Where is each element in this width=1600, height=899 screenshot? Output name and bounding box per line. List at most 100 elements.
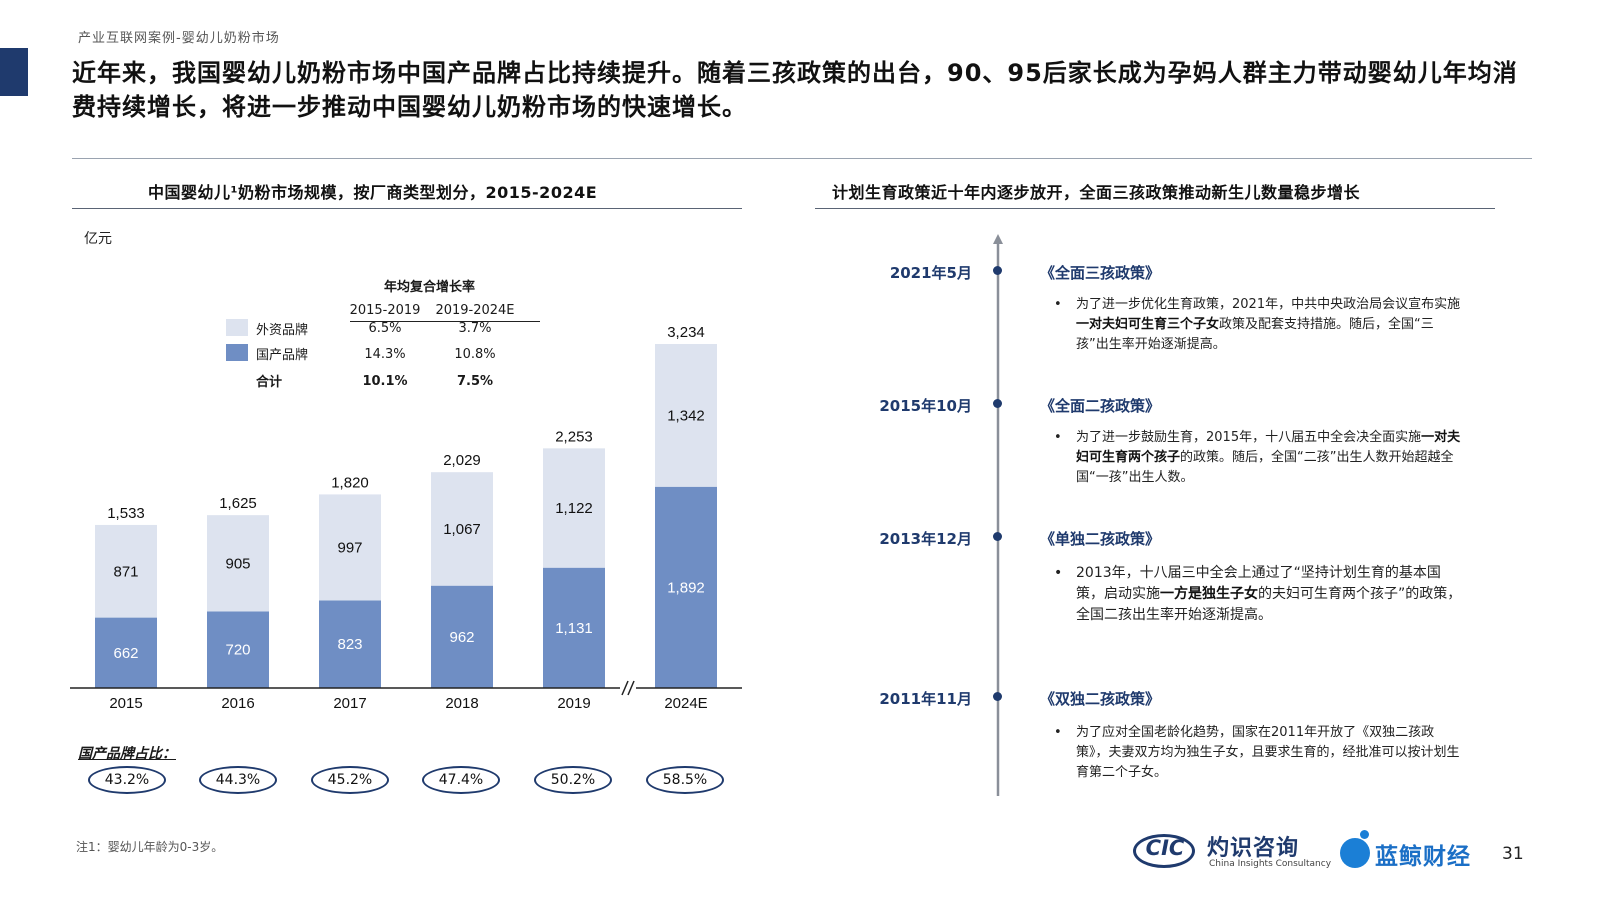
bar-total-label: 3,234 bbox=[667, 324, 705, 341]
bar-label-foreign: 1,067 bbox=[443, 521, 481, 538]
bar-total-label: 2,253 bbox=[555, 428, 593, 445]
bar-domestic bbox=[431, 585, 493, 688]
page-headline: 近年来，我国婴幼儿奶粉市场中国产品牌占比持续提升。随着三孩政策的出台，90、95… bbox=[72, 59, 1518, 121]
legend-label-domestic: 国产品牌 bbox=[256, 348, 309, 363]
footnote: 注1：婴幼儿年龄为0-3岁。 bbox=[76, 840, 224, 854]
timeline-description: • 2013年，十八届三中全会上通过了“坚持计划生育的基本国策，启动实施一方是独生… bbox=[1054, 565, 1462, 623]
bar-label-domestic: 1,131 bbox=[555, 620, 593, 637]
cic-logo-english: China Insights Consultancy bbox=[1209, 859, 1332, 869]
bar-label-foreign: 905 bbox=[225, 555, 250, 572]
bar-label-foreign: 871 bbox=[113, 563, 138, 580]
breadcrumb: 产业互联网案例-婴幼儿奶粉市场 bbox=[78, 31, 280, 46]
bar-label-domestic: 720 bbox=[225, 642, 250, 659]
bar-total-label: 2,029 bbox=[443, 452, 481, 469]
cagr-foreign-1: 6.5% bbox=[368, 321, 402, 336]
chart-title-rule bbox=[72, 208, 742, 209]
cagr-header-rule bbox=[350, 321, 540, 322]
x-tick-label: 2015 bbox=[109, 695, 142, 712]
timeline-date: 2015年10月 bbox=[879, 397, 972, 415]
timeline-title: 计划生育政策近十年内逐步放开，全面三孩政策推动新生儿数量稳步增长 bbox=[832, 183, 1361, 202]
bar-foreign bbox=[431, 472, 493, 586]
bar-foreign bbox=[543, 448, 605, 568]
cagr-foreign-2: 3.7% bbox=[458, 321, 492, 336]
bar-label-domestic: 1,892 bbox=[667, 579, 705, 596]
timeline-policy: 《双独二孩政策》 bbox=[1040, 690, 1161, 708]
timeline-description: • 为了进一步鼓励生育，2015年，十八届五中全会决全面实施一对夫妇可生育两个孩子… bbox=[1054, 430, 1461, 485]
timeline-date: 2013年12月 bbox=[879, 530, 972, 548]
legend-swatch-domestic bbox=[226, 344, 248, 361]
share-pill-2016: 44.3% bbox=[199, 766, 277, 794]
bullet-icon: • bbox=[1054, 430, 1062, 445]
bar-foreign bbox=[207, 515, 269, 612]
timeline-date: 2021年5月 bbox=[889, 264, 972, 282]
timeline-axis bbox=[993, 234, 1003, 796]
x-tick-label: 2019 bbox=[557, 695, 590, 712]
bar-total-label: 1,820 bbox=[331, 474, 369, 491]
whale-logo-icon bbox=[1340, 838, 1370, 868]
bar-foreign bbox=[655, 344, 717, 487]
bar-label-foreign: 1,342 bbox=[667, 407, 705, 424]
timeline-description: • 为了应对全国老龄化趋势，国家在2011年开放了《双独二孩政策》，夫妻双方均为独… bbox=[1054, 725, 1460, 780]
timeline-dot bbox=[993, 399, 1002, 408]
timeline-date: 2011年11月 bbox=[879, 690, 972, 708]
cagr-total-1: 10.1% bbox=[362, 374, 408, 389]
cagr-total-2: 7.5% bbox=[456, 374, 494, 389]
timeline-policy: 《单独二孩政策》 bbox=[1040, 530, 1161, 548]
bar-label-domestic: 662 bbox=[113, 645, 138, 662]
cagr-col-header-1: 2015-2019 bbox=[349, 303, 421, 318]
x-tick-label: 2018 bbox=[445, 695, 478, 712]
bar-domestic bbox=[95, 617, 157, 688]
bar-label-foreign: 1,122 bbox=[555, 500, 593, 517]
bar-foreign bbox=[319, 494, 381, 601]
share-pill-2018: 47.4% bbox=[422, 766, 500, 794]
bar-domestic bbox=[319, 600, 381, 688]
cagr-col-header-2: 2019-2024E bbox=[435, 303, 515, 318]
whale-logo-dot bbox=[1360, 830, 1369, 839]
bar-domestic bbox=[655, 486, 717, 688]
bar-label-foreign: 997 bbox=[337, 539, 362, 556]
bullet-icon: • bbox=[1054, 725, 1062, 740]
timeline-dot bbox=[993, 532, 1002, 541]
bar-total-label: 1,533 bbox=[107, 505, 145, 522]
share-pill-2019: 50.2% bbox=[534, 766, 612, 794]
axis-break-mark bbox=[621, 680, 629, 696]
cagr-caption: 年均复合增长率 bbox=[384, 280, 476, 295]
share-pill-2015: 43.2% bbox=[88, 766, 166, 794]
cic-logo-mark: CIC bbox=[1145, 836, 1185, 860]
cagr-domestic-2: 10.8% bbox=[454, 347, 496, 362]
bar-domestic bbox=[207, 611, 269, 688]
page-number: 31 bbox=[1502, 844, 1524, 864]
share-pill-2024e: 58.5% bbox=[646, 766, 724, 794]
timeline-description: • 为了进一步优化生育政策，2021年，中共中央政治局会议宣布实施一对夫妇可生育三… bbox=[1054, 297, 1461, 352]
legend-label-foreign: 外资品牌 bbox=[256, 323, 309, 338]
bar-domestic bbox=[543, 567, 605, 688]
legend-label-total: 合计 bbox=[256, 375, 283, 390]
legend-swatch-foreign bbox=[226, 319, 248, 336]
bar-total-label: 1,625 bbox=[219, 495, 257, 512]
cagr-domestic-1: 14.3% bbox=[364, 347, 406, 362]
bar-label-domestic: 823 bbox=[337, 636, 362, 653]
x-tick-label: 2024E bbox=[664, 695, 707, 712]
timeline-policy: 《全面三孩政策》 bbox=[1040, 264, 1161, 282]
accent-bar bbox=[0, 48, 28, 96]
bar-label-domestic: 962 bbox=[449, 629, 474, 646]
bar-foreign bbox=[95, 524, 157, 618]
chart-title: 中国婴幼儿¹奶粉市场规模，按厂商类型划分，2015-2024E bbox=[148, 183, 598, 202]
bullet-icon: • bbox=[1054, 565, 1063, 581]
chart-unit-label: 亿元 bbox=[84, 231, 112, 247]
timeline-title-rule bbox=[815, 208, 1495, 209]
axis-break-mark bbox=[627, 680, 635, 696]
timeline-dot bbox=[993, 266, 1002, 275]
x-tick-label: 2017 bbox=[333, 695, 366, 712]
domestic-share-label: 国产品牌占比： bbox=[78, 746, 176, 762]
header-divider bbox=[72, 158, 1532, 159]
timeline-dot bbox=[993, 692, 1002, 701]
cic-logo-name: 灼识咨询 bbox=[1207, 836, 1300, 861]
timeline-policy: 《全面二孩政策》 bbox=[1040, 397, 1161, 415]
bullet-icon: • bbox=[1054, 297, 1062, 312]
x-tick-label: 2016 bbox=[221, 695, 254, 712]
share-pill-2017: 45.2% bbox=[311, 766, 389, 794]
cic-logo-icon bbox=[1133, 834, 1195, 868]
partner-logo-name: 蓝鲸财经 bbox=[1375, 844, 1471, 870]
stacked-bar-chart: 662 871 1,533 2015 720 905 1,625 2016 823 997 1,82… bbox=[70, 324, 742, 712]
